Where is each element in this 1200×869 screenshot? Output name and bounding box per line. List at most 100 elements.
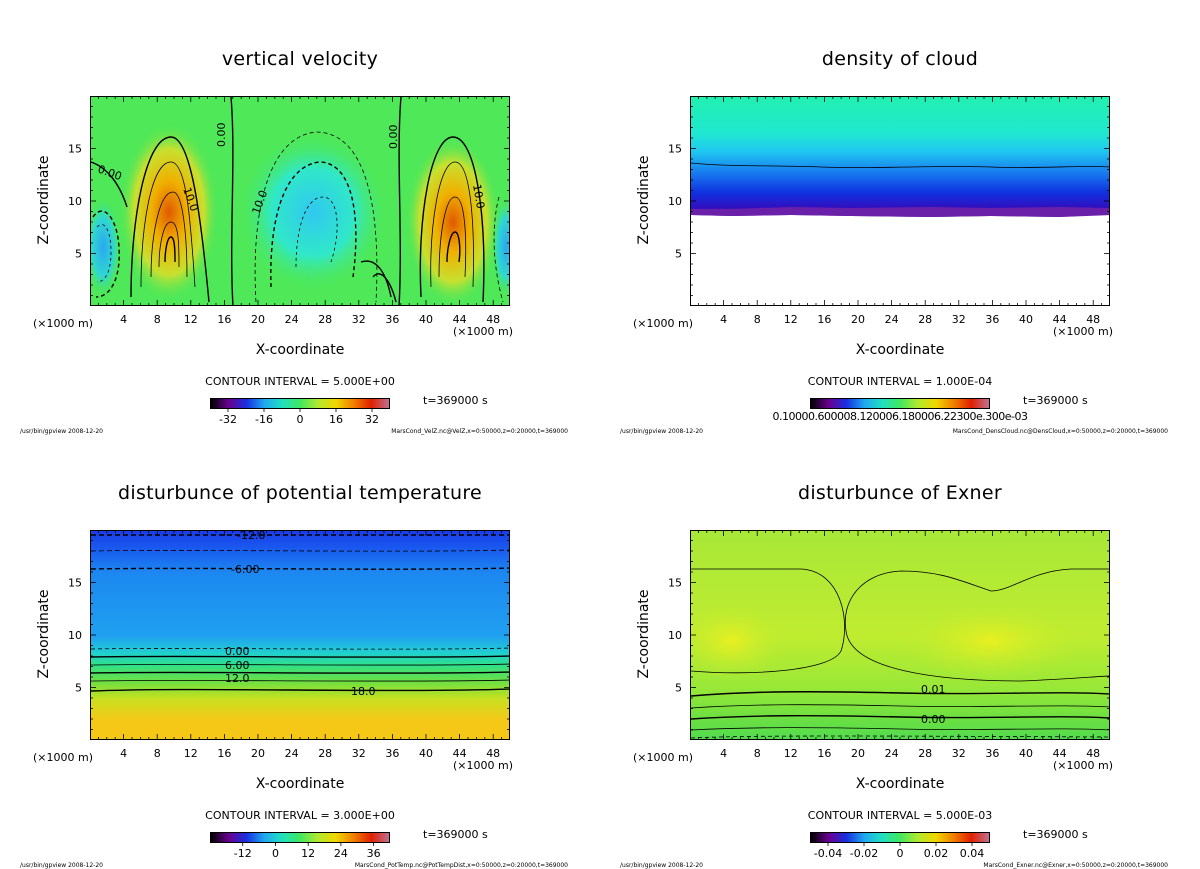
- x-tick-label: 44: [453, 747, 467, 760]
- y-tick-label: 5: [675, 682, 682, 695]
- x-tick-label: 40: [419, 747, 433, 760]
- x-unit-right: (×1000 m): [453, 325, 514, 338]
- chart-title: vertical velocity: [221, 48, 379, 70]
- colorbar: [810, 398, 990, 409]
- x-tick-label: 4: [120, 313, 127, 326]
- temperature-field: -12.0 -6.00 0.00 6.00 12.0 18.0: [91, 531, 509, 739]
- x-tick-label: 48: [486, 747, 500, 760]
- contour-label: 0.00: [921, 713, 946, 726]
- footer-right: MarsCond_PotTemp.nc@PotTempDist,x=0:5000…: [354, 862, 568, 869]
- x-tick-label: 28: [918, 747, 932, 760]
- contour-label: 0.00: [225, 645, 250, 658]
- x-tick-label: 8: [754, 747, 761, 760]
- x-tick-label: 48: [486, 313, 500, 326]
- footer-left: /usr/bin/gpview 2008-12-20: [620, 862, 703, 869]
- panel-vertical-velocity: vertical velocity: [0, 0, 600, 435]
- x-tick-label: 8: [754, 313, 761, 326]
- x-unit-right: (×1000 m): [1053, 759, 1114, 772]
- y-tick-label: 15: [668, 577, 682, 590]
- y-axis-label: Z-coordinate: [36, 155, 52, 245]
- y-axis-label: Z-coordinate: [36, 589, 52, 679]
- x-tick-label: 40: [1019, 747, 1033, 760]
- x-tick-label: 28: [318, 313, 332, 326]
- x-axis-label: X-coordinate: [855, 342, 945, 358]
- x-tick-label: 4: [720, 747, 727, 760]
- x-tick-label: 20: [851, 747, 865, 760]
- contour-label: -12.0: [237, 531, 265, 542]
- y-tick-label: 10: [668, 629, 682, 642]
- x-tick-label: 36: [385, 747, 399, 760]
- colorbar-tick-label: -0.02: [850, 847, 878, 860]
- panel-density-of-cloud: density of cloud 4 8 12 16 20 24 28 32 36 40 44 48 5…: [600, 0, 1200, 435]
- time-label: t=369000 s: [1023, 394, 1088, 407]
- x-axis-label: X-coordinate: [855, 776, 945, 792]
- x-tick-label: 12: [784, 313, 798, 326]
- contour-label: 10.0: [470, 183, 487, 209]
- x-tick-label: 12: [184, 313, 198, 326]
- footer-right: MarsCond_VelZ.nc@VelZ,x=0:50000,z=0:2000…: [391, 428, 568, 435]
- colorbar-tick-label: 24: [334, 847, 348, 860]
- x-tick-label: 28: [918, 313, 932, 326]
- x-unit-left: (×1000 m): [633, 317, 694, 330]
- y-tick-label: 5: [675, 248, 682, 261]
- plot-area: [690, 96, 1110, 306]
- footer-right: MarsCond_Exner.nc@Exner,x=0:50000,z=0:20…: [983, 862, 1168, 869]
- exner-maximum-right: [901, 601, 1081, 681]
- x-tick-label: 16: [217, 747, 231, 760]
- x-tick-label: 48: [1086, 747, 1100, 760]
- contour-label: 18.0: [351, 685, 376, 698]
- x-tick-label: 28: [318, 747, 332, 760]
- x-tick-label: 44: [1053, 313, 1067, 326]
- x-unit-left: (×1000 m): [633, 751, 694, 764]
- contour-label: 0.01: [921, 683, 946, 696]
- colorbar-tick-label: -0.04: [814, 847, 842, 860]
- contour-interval: CONTOUR INTERVAL = 1.000E-04: [807, 375, 993, 388]
- x-tick-label: 36: [985, 313, 999, 326]
- colorbar-tick-label: 0.02: [924, 847, 949, 860]
- footer-right: MarsCond_DensCloud.nc@DensCloud,x=0:5000…: [952, 428, 1168, 435]
- footer-left: /usr/bin/gpview 2008-12-20: [620, 428, 703, 435]
- cloud-base-band: [691, 207, 1109, 217]
- x-unit-right: (×1000 m): [453, 759, 514, 772]
- time-label: t=369000 s: [1023, 828, 1088, 841]
- y-axis-label: Z-coordinate: [636, 589, 652, 679]
- contour-interval: CONTOUR INTERVAL = 3.000E+00: [205, 809, 395, 822]
- x-tick-label: 36: [385, 313, 399, 326]
- x-tick-label: 20: [251, 747, 265, 760]
- contour-line: [691, 162, 1109, 168]
- downdraft-center: [238, 132, 388, 292]
- y-tick-label: 10: [668, 195, 682, 208]
- contour-interval: CONTOUR INTERVAL = 5.000E-03: [807, 809, 993, 822]
- footer-left: /usr/bin/gpview 2008-12-20: [20, 862, 103, 869]
- y-tick-label: 10: [68, 195, 82, 208]
- x-tick-label: 24: [285, 313, 299, 326]
- cloud-field: [691, 97, 1109, 305]
- colorbar-labels: 0.10000.600008.120006.180006.22300e.300e…: [772, 410, 1028, 423]
- colorbar-tick-label: 0: [272, 847, 279, 860]
- plot-area: -12.0 -6.00 0.00 6.00 12.0 18.0: [90, 530, 510, 740]
- footer-left: /usr/bin/gpview 2008-12-20: [20, 428, 103, 435]
- colorbar-tick-label: 36: [367, 847, 381, 860]
- x-tick-label: 32: [352, 747, 366, 760]
- x-tick-label: 40: [1019, 313, 1033, 326]
- y-tick-label: 5: [75, 682, 82, 695]
- x-tick-label: 8: [154, 313, 161, 326]
- panel-potential-temperature: disturbunce of potential temperature: [0, 434, 600, 869]
- y-tick-label: 15: [68, 577, 82, 590]
- time-label: t=369000 s: [423, 828, 488, 841]
- colorbar: [210, 832, 390, 843]
- chart-title: density of cloud: [821, 48, 979, 70]
- downdraft-right: [492, 197, 509, 297]
- x-tick-label: 32: [352, 313, 366, 326]
- chart-title: disturbunce of potential temperature: [118, 482, 482, 504]
- contour-label: 6.00: [225, 659, 250, 672]
- colorbar-tick-label: 0: [897, 847, 904, 860]
- exner-field: 0.01 0.00: [691, 531, 1109, 739]
- contour-label: 0.00: [215, 123, 228, 148]
- background-field: [91, 531, 509, 739]
- x-tick-label: 16: [817, 313, 831, 326]
